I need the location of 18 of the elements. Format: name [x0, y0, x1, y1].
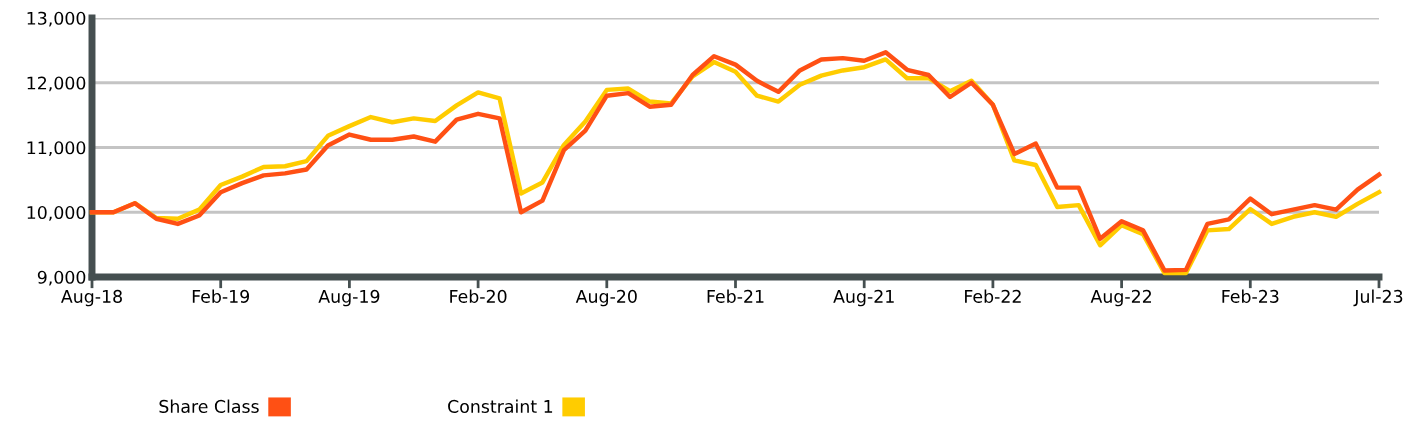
- y-tick-label: 12,000: [27, 76, 86, 92]
- x-tick-label: Feb-22: [965, 289, 1021, 303]
- x-tick-label: Feb-21: [707, 289, 764, 303]
- x-tick-label: Feb-23: [1222, 289, 1279, 303]
- y-tick-label: 9,000: [37, 270, 86, 286]
- x-tick-label: Aug-22: [1090, 289, 1151, 307]
- y-tick-label: 11,000: [27, 141, 86, 157]
- legend-label: Share Class: [159, 399, 259, 413]
- x-tick-label: Jul-23: [1353, 289, 1403, 307]
- legend-label: Constraint 1: [448, 399, 553, 413]
- y-tick-label: 13,000: [27, 11, 86, 27]
- x-tick-label: Aug-21: [833, 289, 894, 307]
- x-tick-label: Aug-20: [575, 289, 637, 307]
- y-tick-label: 10,000: [27, 205, 86, 221]
- x-tick-label: Feb-19: [192, 289, 250, 303]
- x-tick-label: Aug-19: [318, 289, 380, 307]
- x-tick-label: Aug-18: [61, 289, 122, 307]
- x-tick-label: Feb-20: [450, 289, 507, 303]
